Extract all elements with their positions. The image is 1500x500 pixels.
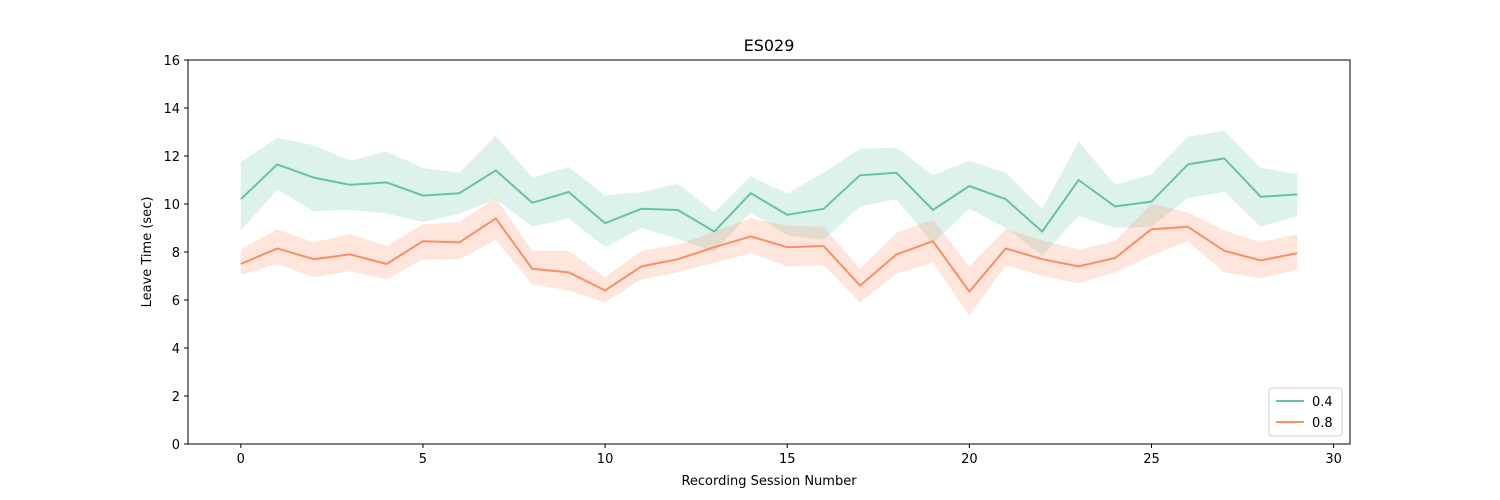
x-tick-label: 30 [1325,452,1342,467]
y-axis-label: Leave Time (sec) [140,197,155,308]
chart-title: ES029 [744,36,795,55]
x-axis: 0 5 10 15 20 25 30 [237,444,1342,467]
y-tick-label: 0 [172,438,180,453]
x-tick-label: 20 [961,452,978,467]
x-axis-label: Recording Session Number [681,474,857,489]
x-tick-label: 10 [597,452,614,467]
series-lines [240,157,1298,293]
y-tick-label: 4 [172,342,180,357]
legend-label: 0.4 [1312,395,1333,410]
x-tick-label: 0 [237,452,245,467]
y-axis: 0 2 4 6 8 10 12 14 16 [163,54,188,453]
x-tick-label: 5 [419,452,427,467]
y-tick-label: 14 [163,102,180,117]
y-tick-label: 12 [163,150,180,165]
x-tick-label: 25 [1143,452,1160,467]
y-tick-label: 10 [163,198,180,213]
legend: 0.40.8 [1268,387,1343,437]
y-tick-label: 8 [172,246,180,261]
y-tick-label: 6 [172,294,180,309]
legend-label: 0.8 [1312,416,1333,431]
x-tick-label: 15 [779,452,796,467]
y-tick-label: 2 [172,390,180,405]
y-tick-label: 16 [163,54,180,69]
confidence-band-0.8 [240,198,1298,316]
series-line-0.8 [240,217,1298,293]
series-line-0.4 [240,157,1298,233]
